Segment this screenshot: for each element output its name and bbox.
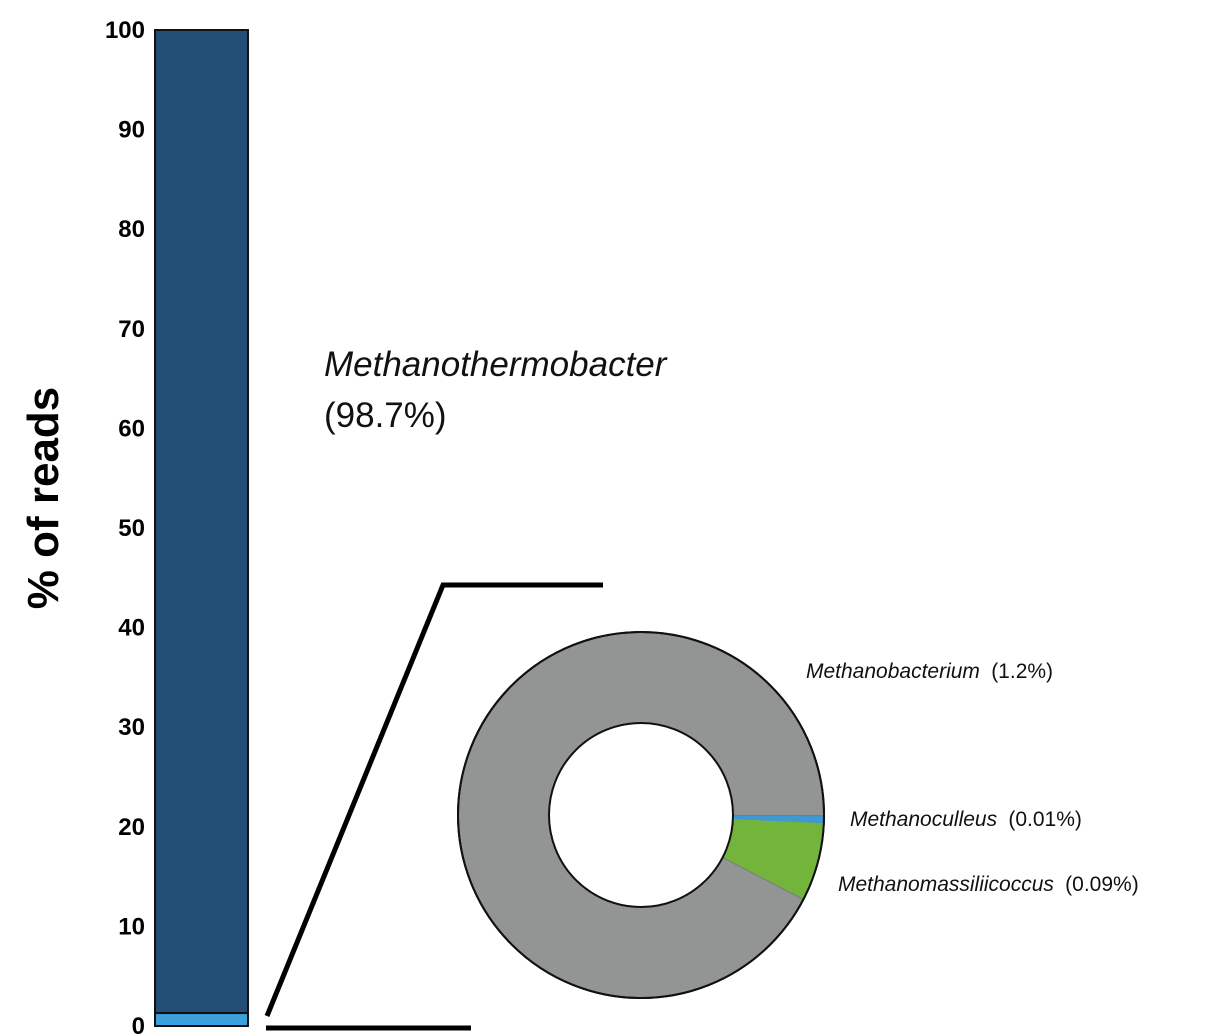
zoom-line-upper — [264, 582, 603, 1017]
label-methanomassiliicoccus: Methanomassiliicoccus (0.09%) — [838, 872, 1139, 896]
annotation-genus: Methanothermobacter — [324, 345, 668, 384]
y-tick-label: 20 — [118, 814, 145, 841]
y-tick-label: 50 — [118, 515, 145, 542]
label-genus: Methanomassiliicoccus — [838, 873, 1054, 896]
annotation-pct: (98.7%) — [324, 396, 447, 435]
label-methanoculleus: Methanoculleus (0.01%) — [850, 807, 1082, 831]
y-tick-label: 80 — [118, 216, 145, 243]
y-tick-label: 60 — [118, 415, 145, 442]
annotation-methanothermobacter-pct: (98.7%) — [324, 396, 447, 435]
annotation-methanothermobacter: Methanothermobacter — [324, 345, 668, 384]
label-methanobacterium: Methanobacterium (1.2%) — [806, 659, 1053, 683]
bar-segment-methanothermobacter — [154, 29, 249, 1015]
bar-segment-other — [154, 1012, 249, 1028]
y-tick-label: 90 — [118, 117, 145, 144]
label-genus: Methanobacterium — [806, 660, 980, 683]
donut-chart — [457, 631, 825, 999]
y-tick-label: 40 — [118, 615, 145, 642]
y-axis: 0 10 20 30 40 50 60 70 80 90 100 — [105, 17, 145, 1036]
label-pct: (0.09%) — [1065, 873, 1139, 896]
donut-outline — [457, 631, 825, 999]
donut-slice-methanomassiliicoccus — [722, 819, 824, 900]
donut-hole — [548, 722, 734, 908]
donut-slice-methanoculleus — [732, 815, 824, 824]
zoom-lines — [264, 582, 603, 1031]
y-tick-label: 10 — [118, 913, 145, 940]
stacked-bar — [154, 29, 249, 1028]
y-tick-label: 0 — [132, 1013, 145, 1036]
label-pct: (0.01%) — [1008, 808, 1082, 831]
label-genus: Methanoculleus — [850, 808, 998, 831]
y-tick-label: 70 — [118, 316, 145, 343]
donut-labels: Methanobacterium (1.2%) Methanoculleus (… — [806, 659, 1139, 896]
y-tick-label: 30 — [118, 714, 145, 741]
slice-divider — [722, 857, 804, 900]
label-pct: (1.2%) — [991, 660, 1053, 683]
y-tick-label: 100 — [105, 17, 145, 44]
y-axis-label: % of reads — [19, 387, 68, 610]
